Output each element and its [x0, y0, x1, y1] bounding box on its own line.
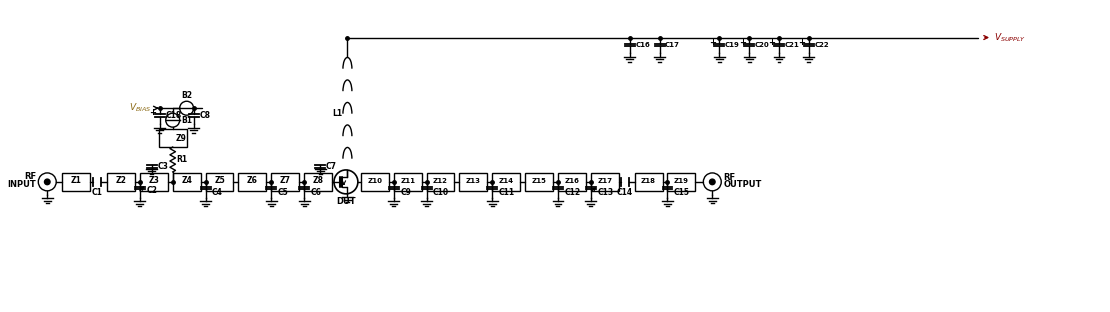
- Circle shape: [709, 179, 715, 185]
- Bar: [558, 173, 586, 191]
- Bar: [667, 173, 695, 191]
- Text: INPUT: INPUT: [8, 180, 37, 189]
- Circle shape: [44, 179, 50, 185]
- Text: C9: C9: [401, 188, 411, 197]
- Text: C1: C1: [92, 188, 102, 197]
- Text: C2: C2: [147, 186, 158, 195]
- Text: Z12: Z12: [433, 178, 448, 184]
- Bar: [426, 173, 454, 191]
- Text: C8: C8: [200, 111, 211, 120]
- Bar: [62, 173, 90, 191]
- Text: Z9: Z9: [175, 134, 186, 143]
- Text: C22: C22: [815, 42, 829, 48]
- Text: Z13: Z13: [466, 178, 481, 184]
- Text: C18: C18: [165, 111, 182, 120]
- Text: C15: C15: [674, 188, 690, 197]
- Text: C4: C4: [212, 188, 223, 197]
- Bar: [361, 173, 388, 191]
- Bar: [394, 173, 422, 191]
- Text: C16: C16: [635, 42, 649, 48]
- Text: Z10: Z10: [367, 178, 382, 184]
- Text: C14: C14: [617, 188, 633, 197]
- Text: OUTPUT: OUTPUT: [724, 180, 761, 189]
- Text: C21: C21: [785, 42, 799, 48]
- Text: $V_{SUPPLY}$: $V_{SUPPLY}$: [995, 31, 1027, 44]
- Text: B1: B1: [181, 116, 192, 125]
- Text: C20: C20: [755, 42, 769, 48]
- Bar: [159, 129, 186, 147]
- Bar: [525, 173, 553, 191]
- Text: Z7: Z7: [280, 176, 291, 185]
- Bar: [591, 173, 618, 191]
- Text: +: +: [798, 37, 806, 46]
- Text: +: +: [738, 37, 746, 46]
- Text: B2: B2: [181, 91, 192, 100]
- Text: +: +: [709, 37, 716, 46]
- Text: C17: C17: [665, 42, 680, 48]
- Text: C13: C13: [597, 188, 614, 197]
- Bar: [140, 173, 168, 191]
- Text: L1: L1: [332, 109, 343, 118]
- Bar: [304, 173, 332, 191]
- Text: C6: C6: [311, 188, 322, 197]
- Text: +: +: [768, 37, 776, 46]
- Text: Z15: Z15: [532, 178, 546, 184]
- Text: C10: C10: [433, 188, 450, 197]
- Text: RF: RF: [24, 173, 37, 181]
- Text: C3: C3: [158, 163, 169, 172]
- Bar: [205, 173, 233, 191]
- Text: C11: C11: [498, 188, 515, 197]
- Text: C5: C5: [278, 188, 289, 197]
- Text: Z17: Z17: [597, 178, 613, 184]
- Text: Z4: Z4: [181, 176, 192, 185]
- Bar: [173, 173, 201, 191]
- Text: R1: R1: [176, 155, 188, 164]
- Text: Z5: Z5: [214, 176, 225, 185]
- Text: Z8: Z8: [313, 176, 323, 185]
- Bar: [239, 173, 266, 191]
- Text: Z16: Z16: [565, 178, 579, 184]
- Text: +: +: [150, 108, 157, 117]
- Text: C12: C12: [565, 188, 581, 197]
- Bar: [460, 173, 487, 191]
- Text: $V_{BIAS}$: $V_{BIAS}$: [129, 102, 152, 115]
- Text: Z19: Z19: [674, 178, 689, 184]
- Bar: [492, 173, 521, 191]
- Text: Z1: Z1: [71, 176, 81, 185]
- Text: Z11: Z11: [401, 178, 415, 184]
- Text: Z3: Z3: [149, 176, 159, 185]
- Bar: [107, 173, 135, 191]
- Text: Z18: Z18: [642, 178, 656, 184]
- Text: C7: C7: [326, 163, 337, 172]
- Text: Z2: Z2: [115, 176, 127, 185]
- Bar: [271, 173, 299, 191]
- Text: Z6: Z6: [246, 176, 258, 185]
- Bar: [635, 173, 663, 191]
- Text: RF: RF: [724, 173, 735, 183]
- Text: DUT: DUT: [336, 197, 355, 206]
- Text: Z14: Z14: [498, 178, 514, 184]
- Text: C19: C19: [725, 42, 739, 48]
